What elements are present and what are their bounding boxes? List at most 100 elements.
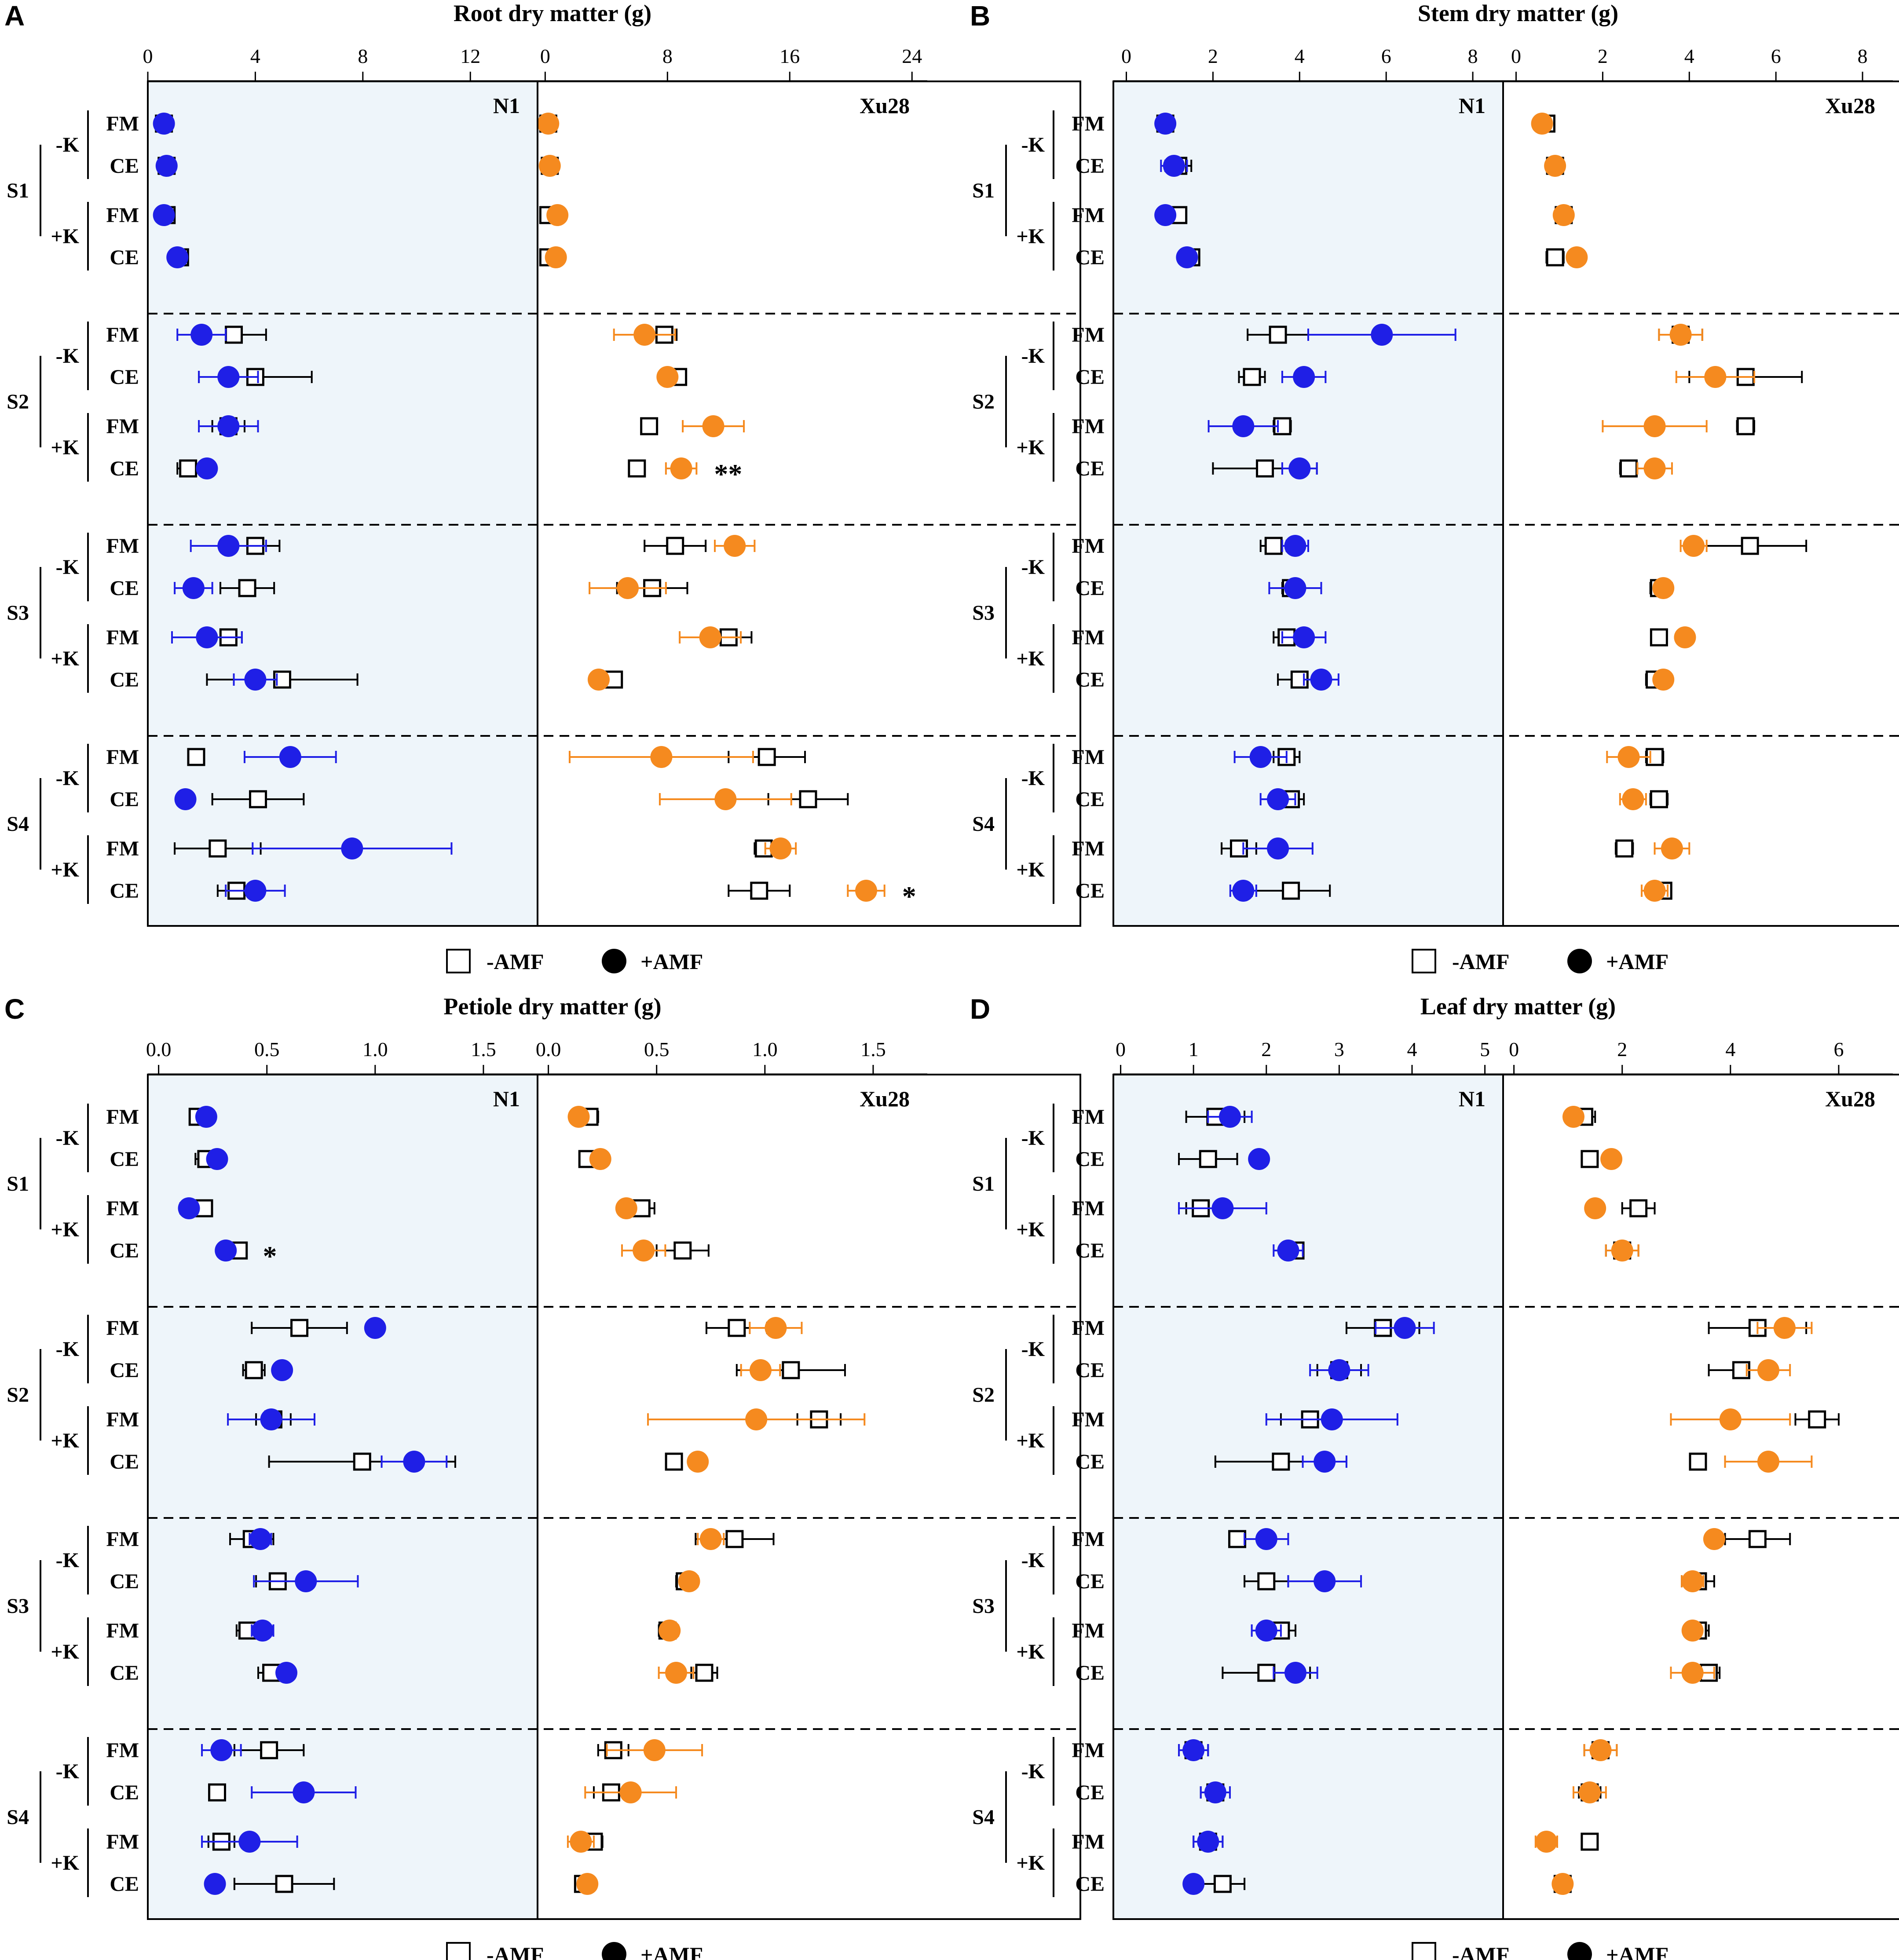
minus-amf-point: [725, 1530, 744, 1548]
plus-amf-point: [341, 837, 363, 859]
minus-amf-point: [1272, 1452, 1290, 1471]
significance-mark: *: [902, 881, 916, 912]
minus-amf-point: [1689, 1452, 1707, 1471]
plus-amf-point: [251, 1620, 274, 1642]
k-level-label: +K: [51, 1218, 79, 1241]
plus-amf-point: [1197, 1831, 1219, 1853]
k-level-label: -K: [56, 767, 79, 790]
x-tick-label: 1.5: [471, 1038, 496, 1060]
legend-plus-amf-swatch: [1567, 1942, 1592, 1960]
k-level-label: -K: [1021, 1760, 1045, 1783]
x-tick-label: 8: [1858, 45, 1868, 67]
plus-amf-point: [244, 669, 267, 691]
plus-amf-point: [1232, 880, 1255, 902]
treatment-label: CE: [1075, 366, 1105, 389]
minus-amf-point: [238, 579, 256, 597]
plus-amf-point: [244, 880, 267, 902]
treatment-label: FM: [106, 1316, 139, 1340]
x-tick-label: 6: [1771, 45, 1781, 67]
x-tick-label: 2: [1261, 1038, 1271, 1060]
k-level-label: -K: [1021, 1338, 1045, 1361]
plus-amf-point: [1182, 1739, 1205, 1761]
legend-plus-amf-label: +AMF: [1606, 949, 1668, 974]
treatment-label: FM: [1072, 626, 1105, 649]
treatment-label: CE: [110, 577, 139, 600]
group-label: S3: [7, 1594, 29, 1618]
group-label: S2: [972, 390, 995, 413]
treatment-label: FM: [1072, 1105, 1105, 1129]
cultivar-label-N1: N1: [493, 93, 520, 118]
plus-amf-point: [1293, 366, 1315, 388]
group-label: S3: [972, 601, 995, 625]
plus-amf-point: [749, 1359, 772, 1381]
treatment-label: CE: [1075, 1661, 1105, 1685]
treatment-label: FM: [1072, 415, 1105, 438]
plus-amf-point: [670, 457, 692, 479]
treatment-label: FM: [1072, 534, 1105, 558]
plus-amf-point: [855, 880, 878, 902]
k-level-label: -K: [56, 1760, 79, 1783]
x-tick-label: 4: [250, 45, 260, 67]
plus-amf-point: [1674, 626, 1696, 648]
treatment-label: CE: [110, 1661, 139, 1685]
plus-amf-point: [293, 1781, 315, 1803]
k-level-label: -K: [56, 1126, 79, 1150]
legend-minus-amf-label: -AMF: [487, 949, 544, 974]
minus-amf-point: [1748, 1530, 1767, 1548]
group-label: S1: [972, 179, 995, 202]
x-tick-label: 4: [1684, 45, 1694, 67]
treatment-label: FM: [1072, 323, 1105, 347]
plus-amf-point: [271, 1359, 293, 1381]
treatment-label: CE: [1075, 457, 1105, 480]
minus-amf-point: [1581, 1150, 1599, 1168]
minus-amf-point: [1736, 417, 1755, 435]
x-tick-label: 12: [460, 45, 480, 67]
x-tick-label: 0.5: [254, 1038, 280, 1060]
x-tick-label: 0: [1116, 1038, 1126, 1060]
x-tick-label: 0: [540, 45, 550, 67]
plus-amf-point: [765, 1317, 787, 1339]
plot-frame: [147, 80, 1081, 927]
k-level-label: +K: [51, 225, 79, 248]
cultivar-label-Xu28: Xu28: [860, 1086, 910, 1111]
minus-amf-point: [1213, 1875, 1232, 1893]
minus-amf-point: [208, 1783, 227, 1802]
k-level-label: +K: [1016, 1218, 1045, 1241]
k-level-label: +K: [51, 1851, 79, 1875]
treatment-label: CE: [1075, 1450, 1105, 1474]
plus-amf-point: [1669, 324, 1692, 346]
treatment-label: FM: [1072, 1408, 1105, 1431]
minus-amf-point: [728, 1319, 746, 1337]
plus-amf-point: [1643, 457, 1666, 479]
n1-shade: [1113, 1075, 1503, 1919]
plus-amf-point: [1288, 457, 1311, 479]
plus-amf-point: [1617, 746, 1640, 768]
plus-amf-point: [1681, 1570, 1704, 1592]
plus-amf-point: [1267, 837, 1289, 859]
plus-amf-point: [567, 1106, 590, 1128]
plus-amf-point: [1757, 1359, 1779, 1381]
x-tick-label: 1.0: [362, 1038, 388, 1060]
treatment-label: FM: [106, 1739, 139, 1762]
plus-amf-point: [206, 1148, 228, 1170]
plus-amf-point: [1154, 204, 1177, 226]
x-tick-label: 16: [779, 45, 800, 67]
minus-amf-point: [1282, 881, 1300, 900]
treatment-label: CE: [110, 668, 139, 691]
plus-amf-point: [589, 1148, 611, 1170]
k-level-label: -K: [1021, 1549, 1045, 1572]
x-tick-label: 1.0: [752, 1038, 778, 1060]
cultivar-label-Xu28: Xu28: [860, 93, 910, 118]
x-tick-label: 8: [358, 45, 368, 67]
plus-amf-point: [1255, 1620, 1277, 1642]
legend-plus-amf-swatch: [602, 1942, 626, 1960]
treatment-label: CE: [110, 1239, 139, 1262]
minus-amf-point: [665, 1452, 683, 1471]
k-level-label: -K: [1021, 556, 1045, 579]
plus-amf-point: [1182, 1873, 1205, 1895]
minus-amf-point: [1264, 537, 1283, 555]
treatment-label: CE: [1075, 1148, 1105, 1171]
plus-amf-point: [217, 535, 240, 557]
x-tick-label: 5: [1480, 1038, 1490, 1060]
plus-amf-point: [650, 746, 673, 768]
